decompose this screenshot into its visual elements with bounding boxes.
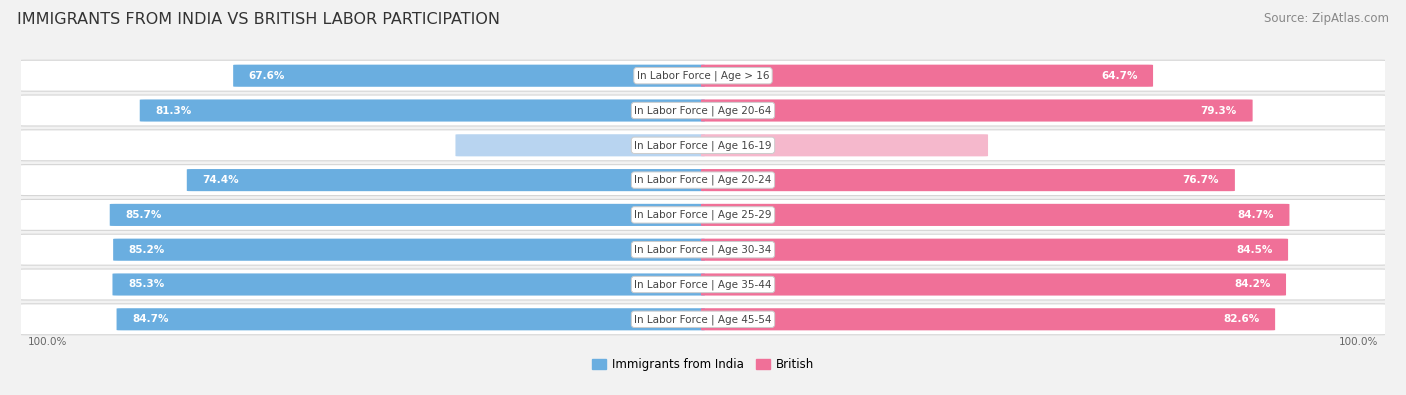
FancyBboxPatch shape (702, 134, 988, 156)
FancyBboxPatch shape (139, 100, 704, 122)
Text: 85.2%: 85.2% (129, 245, 165, 255)
Text: IMMIGRANTS FROM INDIA VS BRITISH LABOR PARTICIPATION: IMMIGRANTS FROM INDIA VS BRITISH LABOR P… (17, 12, 501, 27)
Text: 40.5%: 40.5% (713, 140, 747, 150)
FancyBboxPatch shape (117, 308, 704, 330)
FancyBboxPatch shape (456, 134, 704, 156)
FancyBboxPatch shape (18, 234, 1388, 265)
Text: Source: ZipAtlas.com: Source: ZipAtlas.com (1264, 12, 1389, 25)
Text: 84.7%: 84.7% (1237, 210, 1274, 220)
Text: 84.7%: 84.7% (132, 314, 169, 324)
FancyBboxPatch shape (18, 130, 1388, 161)
Text: In Labor Force | Age > 16: In Labor Force | Age > 16 (637, 70, 769, 81)
FancyBboxPatch shape (112, 239, 704, 261)
Text: 64.7%: 64.7% (1101, 71, 1137, 81)
Text: In Labor Force | Age 20-24: In Labor Force | Age 20-24 (634, 175, 772, 185)
FancyBboxPatch shape (18, 304, 1388, 335)
FancyBboxPatch shape (112, 273, 704, 295)
Text: In Labor Force | Age 16-19: In Labor Force | Age 16-19 (634, 140, 772, 150)
Text: In Labor Force | Age 45-54: In Labor Force | Age 45-54 (634, 314, 772, 325)
FancyBboxPatch shape (702, 169, 1234, 191)
FancyBboxPatch shape (18, 199, 1388, 230)
Text: 100.0%: 100.0% (28, 337, 67, 347)
Text: In Labor Force | Age 25-29: In Labor Force | Age 25-29 (634, 210, 772, 220)
FancyBboxPatch shape (702, 239, 1288, 261)
FancyBboxPatch shape (187, 169, 704, 191)
Text: 84.2%: 84.2% (1234, 280, 1271, 290)
FancyBboxPatch shape (18, 95, 1388, 126)
Text: 100.0%: 100.0% (1339, 337, 1378, 347)
Text: 79.3%: 79.3% (1201, 105, 1237, 115)
FancyBboxPatch shape (702, 308, 1275, 330)
Text: 67.6%: 67.6% (249, 71, 285, 81)
Text: In Labor Force | Age 30-34: In Labor Force | Age 30-34 (634, 245, 772, 255)
Text: 84.5%: 84.5% (1236, 245, 1272, 255)
Text: In Labor Force | Age 20-64: In Labor Force | Age 20-64 (634, 105, 772, 116)
Text: 74.4%: 74.4% (202, 175, 239, 185)
Text: 76.7%: 76.7% (1182, 175, 1219, 185)
FancyBboxPatch shape (233, 65, 704, 87)
Text: In Labor Force | Age 35-44: In Labor Force | Age 35-44 (634, 279, 772, 290)
FancyBboxPatch shape (702, 273, 1286, 295)
FancyBboxPatch shape (702, 65, 1153, 87)
FancyBboxPatch shape (702, 204, 1289, 226)
Text: 82.6%: 82.6% (1223, 314, 1260, 324)
Legend: Immigrants from India, British: Immigrants from India, British (588, 353, 818, 376)
FancyBboxPatch shape (18, 165, 1388, 196)
FancyBboxPatch shape (18, 269, 1388, 300)
Text: 81.3%: 81.3% (156, 105, 191, 115)
FancyBboxPatch shape (110, 204, 704, 226)
Text: 85.7%: 85.7% (125, 210, 162, 220)
FancyBboxPatch shape (18, 60, 1388, 91)
Text: 85.3%: 85.3% (128, 280, 165, 290)
FancyBboxPatch shape (702, 100, 1253, 122)
Text: 35.0%: 35.0% (659, 140, 693, 150)
